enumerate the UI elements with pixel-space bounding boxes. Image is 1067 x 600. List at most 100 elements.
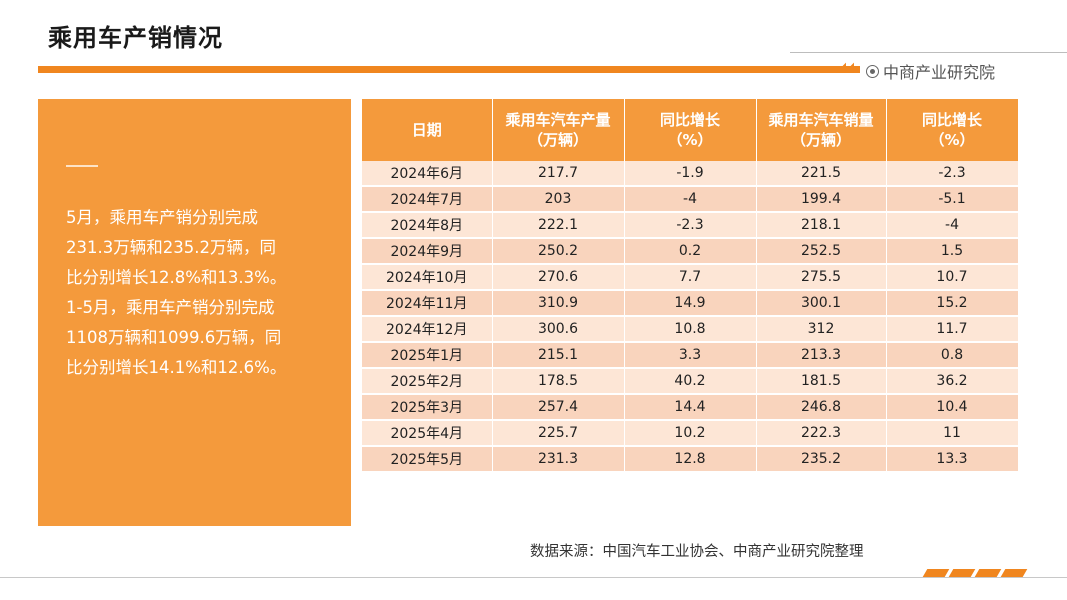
cell-date: 2024年8月 (362, 212, 493, 239)
cell-production: 215.1 (492, 342, 625, 369)
production-sales-table: 日期 乘用车汽车产量 （万辆） 同比增长 （%） 乘用车汽车销量 （万辆） 同比增长（… (362, 99, 1019, 473)
cell-production-yoy: 3.3 (624, 342, 757, 369)
cell-sales: 221.5 (756, 161, 887, 187)
table-row: 2025年5月 231.3 12.8 235.2 13.3 (362, 446, 1019, 473)
cell-production: 217.7 (492, 161, 625, 187)
table-body: 2024年6月 217.7 -1.9 221.5 -2.3 2024年7月 203 -4 199… (362, 161, 1019, 473)
cell-sales: 275.5 (756, 264, 887, 291)
cell-production-yoy: 12.8 (624, 446, 757, 473)
column-header-production: 乘用车汽车产量 （万辆） (492, 99, 625, 161)
cell-date: 2025年3月 (362, 394, 493, 421)
cell-production-yoy: -2.3 (624, 212, 757, 239)
table-row: 2024年11月 310.9 14.9 300.1 15.2 (362, 290, 1019, 317)
header-thin-divider (790, 52, 1067, 53)
footer-stripe-decoration (922, 569, 1028, 577)
cell-sales-yoy: 36.2 (886, 368, 1019, 395)
cell-date: 2024年9月 (362, 238, 493, 265)
brand-label: 中商产业研究院 (866, 59, 995, 83)
cell-sales: 222.3 (756, 420, 887, 447)
cell-sales: 181.5 (756, 368, 887, 395)
cell-sales-yoy: 11.7 (886, 316, 1019, 343)
column-header-production-yoy: 同比增长 （%） (624, 99, 757, 161)
cell-production-yoy: 7.7 (624, 264, 757, 291)
column-header-sales-yoy: 同比增长 （%） (886, 99, 1019, 161)
cell-date: 2025年1月 (362, 342, 493, 369)
cell-production-yoy: 0.2 (624, 238, 757, 265)
table-row: 2024年12月 300.6 10.8 312 11.7 (362, 316, 1019, 343)
cell-sales: 300.1 (756, 290, 887, 317)
summary-line: 比分别增长14.1%和12.6%。 (66, 358, 287, 377)
cell-sales-yoy: -2.3 (886, 161, 1019, 187)
cell-date: 2024年7月 (362, 186, 493, 213)
cell-sales: 235.2 (756, 446, 887, 473)
cell-production-yoy: 14.9 (624, 290, 757, 317)
cell-sales-yoy: 10.7 (886, 264, 1019, 291)
summary-line: 231.3万辆和235.2万辆，同 (66, 238, 276, 257)
cell-date: 2024年11月 (362, 290, 493, 317)
cell-date: 2025年2月 (362, 368, 493, 395)
cell-production-yoy: -1.9 (624, 161, 757, 187)
brand-name: 中商产业研究院 (883, 63, 996, 82)
cell-sales: 199.4 (756, 186, 887, 213)
column-header-sales: 乘用车汽车销量 （万辆） (756, 99, 887, 161)
summary-line: 1-5月，乘用车产销分别完成 (66, 298, 275, 317)
cell-sales-yoy: 11 (886, 420, 1019, 447)
cell-production: 250.2 (492, 238, 625, 265)
chevron-decoration-icon: ◢◢ (836, 60, 854, 75)
summary-panel: 5月，乘用车产销分别完成 231.3万辆和235.2万辆，同 比分别增长12.8… (38, 99, 351, 526)
table-header-row: 日期 乘用车汽车产量 （万辆） 同比增长 （%） 乘用车汽车销量 （万辆） 同比增长（… (362, 99, 1019, 161)
cell-date: 2024年6月 (362, 161, 493, 187)
table-row: 2024年6月 217.7 -1.9 221.5 -2.3 (362, 161, 1019, 187)
cell-production: 300.6 (492, 316, 625, 343)
cell-production: 310.9 (492, 290, 625, 317)
cell-sales-yoy: 13.3 (886, 446, 1019, 473)
cell-sales: 213.3 (756, 342, 887, 369)
cell-production-yoy: 10.2 (624, 420, 757, 447)
table-row: 2024年8月 222.1 -2.3 218.1 -4 (362, 212, 1019, 239)
target-icon (866, 64, 879, 78)
table-row: 2025年4月 225.7 10.2 222.3 11 (362, 420, 1019, 447)
cell-production: 257.4 (492, 394, 625, 421)
table-row: 2024年7月 203 -4 199.4 -5.1 (362, 186, 1019, 213)
cell-production-yoy: 40.2 (624, 368, 757, 395)
cell-production-yoy: 14.4 (624, 394, 757, 421)
cell-sales-yoy: 15.2 (886, 290, 1019, 317)
cell-production: 178.5 (492, 368, 625, 395)
footer-divider (0, 577, 1067, 578)
table-row: 2025年3月 257.4 14.4 246.8 10.4 (362, 394, 1019, 421)
cell-production: 225.7 (492, 420, 625, 447)
cell-date: 2025年4月 (362, 420, 493, 447)
cell-sales-yoy: 0.8 (886, 342, 1019, 369)
cell-sales: 246.8 (756, 394, 887, 421)
cell-production: 270.6 (492, 264, 625, 291)
summary-line: 比分别增长12.8%和13.3%。 (66, 268, 287, 287)
stripe-bar (974, 569, 1002, 577)
table-row: 2025年1月 215.1 3.3 213.3 0.8 (362, 342, 1019, 369)
cell-sales-yoy: -5.1 (886, 186, 1019, 213)
cell-sales: 252.5 (756, 238, 887, 265)
table-row: 2025年2月 178.5 40.2 181.5 36.2 (362, 368, 1019, 395)
stripe-bar (922, 569, 950, 577)
cell-production: 231.3 (492, 446, 625, 473)
table-row: 2024年10月 270.6 7.7 275.5 10.7 (362, 264, 1019, 291)
source-note: 数据来源：中国汽车工业协会、中商产业研究院整理 (530, 544, 864, 560)
column-header-date: 日期 (362, 99, 493, 161)
title-underline-bar (38, 66, 860, 73)
summary-dash-divider (66, 165, 98, 167)
cell-sales-yoy: 1.5 (886, 238, 1019, 265)
cell-date: 2024年12月 (362, 316, 493, 343)
page-title: 乘用车产销情况 (48, 24, 223, 52)
cell-sales-yoy: 10.4 (886, 394, 1019, 421)
cell-sales: 312 (756, 316, 887, 343)
cell-date: 2024年10月 (362, 264, 493, 291)
cell-date: 2025年5月 (362, 446, 493, 473)
cell-production-yoy: 10.8 (624, 316, 757, 343)
cell-production-yoy: -4 (624, 186, 757, 213)
cell-production: 222.1 (492, 212, 625, 239)
stripe-bar (948, 569, 976, 577)
cell-sales: 218.1 (756, 212, 887, 239)
cell-sales-yoy: -4 (886, 212, 1019, 239)
cell-production: 203 (492, 186, 625, 213)
summary-text: 5月，乘用车产销分别完成 231.3万辆和235.2万辆，同 比分别增长12.8… (66, 203, 341, 383)
stripe-bar (1000, 569, 1028, 577)
